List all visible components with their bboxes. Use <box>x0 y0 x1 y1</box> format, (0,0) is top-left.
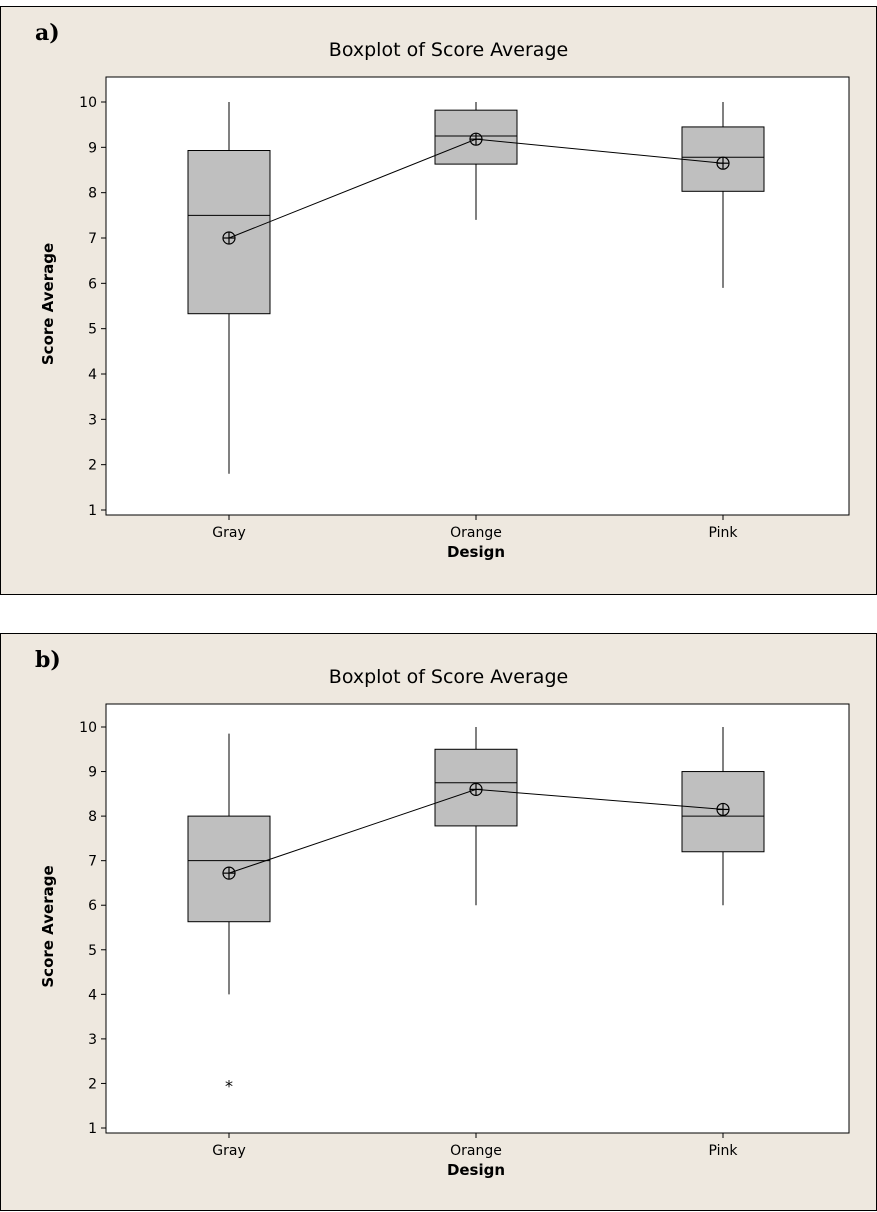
chart-title: Boxplot of Score Average <box>329 39 568 61</box>
y-tick-label: 7 <box>88 231 97 247</box>
y-axis-title: Score Average <box>39 243 57 365</box>
mean-marker-pink <box>716 802 730 817</box>
y-tick-label: 10 <box>79 720 97 736</box>
y-tick-label: 1 <box>88 503 97 519</box>
y-tick-label: 1 <box>88 1121 97 1137</box>
mean-marker-pink <box>716 156 730 170</box>
y-tick-label: 9 <box>88 140 97 156</box>
y-tick-label: 7 <box>88 854 97 870</box>
x-tick-label: Pink <box>708 525 738 541</box>
boxplot-chart-a: a) Boxplot of Score Average 1 2 3 4 5 6 7 8 9 10 Sco… <box>0 6 877 595</box>
y-tick-label: 8 <box>88 186 97 202</box>
x-tick-label: Pink <box>708 1143 738 1159</box>
x-tick-label: Gray <box>212 1143 245 1159</box>
y-tick-label: 4 <box>88 987 97 1003</box>
y-axis-title: Score Average <box>39 865 57 987</box>
y-tick-label: 2 <box>88 458 97 474</box>
chart-panel-a: a) Boxplot of Score Average 1 2 3 4 5 6 7 8 9 10 Sco… <box>0 6 877 595</box>
y-tick-label: 2 <box>88 1076 97 1092</box>
boxplot-chart-b: b) Boxplot of Score Average 1 2 3 4 5 6 7 8 9 10 Sco… <box>0 633 877 1211</box>
y-tick-label: 10 <box>79 95 97 111</box>
y-tick-label: 5 <box>88 943 97 959</box>
mean-marker-gray <box>222 231 236 245</box>
x-tick-label: Orange <box>450 525 502 541</box>
x-tick-label: Gray <box>212 525 245 541</box>
y-tick-label: 5 <box>88 322 97 338</box>
y-tick-label: 3 <box>88 412 97 428</box>
y-tick-label: 3 <box>88 1032 97 1048</box>
y-tick-label: 4 <box>88 367 97 383</box>
x-axis-title: Design <box>447 1161 505 1179</box>
x-axis-title: Design <box>447 543 505 561</box>
y-tick-label: 9 <box>88 765 97 781</box>
y-tick-label: 8 <box>88 809 97 825</box>
y-tick-label: 6 <box>88 276 97 292</box>
outlier-marker: * <box>225 1076 233 1095</box>
x-tick-label: Orange <box>450 1143 502 1159</box>
panel-label: a) <box>35 20 60 46</box>
chart-title: Boxplot of Score Average <box>329 666 568 688</box>
mean-marker-orange <box>469 782 483 796</box>
panel-label: b) <box>35 647 61 673</box>
chart-panel-b: b) Boxplot of Score Average 1 2 3 4 5 6 7 8 9 10 Sco… <box>0 633 877 1211</box>
mean-marker-gray <box>222 866 236 880</box>
y-tick-label: 6 <box>88 898 97 914</box>
mean-marker-orange <box>469 132 483 146</box>
